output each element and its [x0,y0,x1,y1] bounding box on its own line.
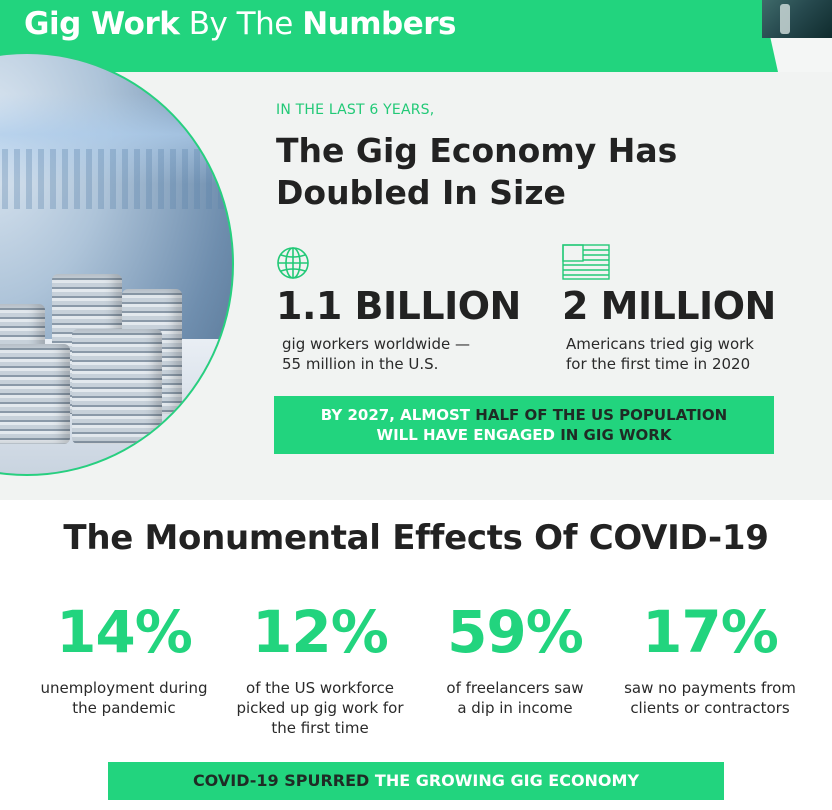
covid-stat-value: 14% [56,598,193,666]
callout-text: WILL HAVE ENGAGED [376,426,555,444]
header-banner: Gig Work By The Numbers [0,0,832,72]
stat-americans-desc: Americans tried gig work for the first t… [566,334,806,374]
covid-stat-desc-line: the pandemic [72,699,176,717]
coin-stacks-photo [0,52,234,476]
covid-stat-desc-line: the first time [271,719,369,737]
covid-stat-desc-line: of freelancers saw [446,679,584,697]
stat-workers-desc: gig workers worldwide — 55 million in th… [282,334,522,374]
covid-stat-desc-line: of the US workforce [246,679,394,697]
gig-economy-section: IN THE LAST 6 YEARS, The Gig Economy Has… [0,52,832,500]
covid-stat-desc: of freelancers saw a dip in income [415,678,615,718]
section-headline: The Gig Economy Has Doubled In Size [276,131,678,212]
covid-stat-desc-line: saw no payments from [624,679,796,697]
header-photo-corner [762,0,832,38]
stat-workers-desc-line: gig workers worldwide — [282,335,470,353]
title-part-by-the: By The [188,6,294,42]
covid-stat-desc-line: a dip in income [457,699,573,717]
covid-stat-desc: saw no payments from clients or contract… [610,678,810,718]
covid-stat-value: 12% [252,598,389,666]
section-kicker: IN THE LAST 6 YEARS, [276,102,435,118]
page-title: Gig Work By The Numbers [24,6,456,42]
covid-stat-desc-line: picked up gig work for [236,699,404,717]
covid-stat-value: 17% [642,598,779,666]
us-flag-icon [562,244,610,280]
callout-highlight: HALF OF THE US POPULATION [475,406,728,424]
footer-text: THE GROWING GIG ECONOMY [374,771,640,790]
covid-stat-value: 59% [447,598,584,666]
covid-stat-desc-line: clients or contractors [630,699,790,717]
stat-workers-value: 1.1 BILLION [276,284,521,328]
header-green-band [0,0,778,72]
callout-text: BY 2027, ALMOST [320,406,471,424]
stat-americans-desc-line: Americans tried gig work [566,335,754,353]
covid-stat-desc: of the US workforce picked up gig work f… [220,678,420,738]
covid-footer-banner: COVID-19 SPURRED THE GROWING GIG ECONOMY [108,762,724,800]
covid-section-title: The Monumental Effects Of COVID-19 [63,518,769,558]
title-part-gig-work: Gig Work [24,6,180,42]
covid-stat-desc: unemployment during the pandemic [24,678,224,718]
title-part-numbers: Numbers [302,6,456,42]
globe-icon [277,247,309,279]
stat-workers-desc-line: 55 million in the U.S. [282,355,439,373]
covid-stat-desc-line: unemployment during [40,679,208,697]
callout-highlight: IN GIG WORK [560,426,672,444]
stat-americans-value: 2 MILLION [562,284,776,328]
projection-callout: BY 2027, ALMOST HALF OF THE US POPULATIO… [274,396,774,454]
footer-highlight: COVID-19 SPURRED [192,771,370,790]
stat-americans-desc-line: for the first time in 2020 [566,355,751,373]
